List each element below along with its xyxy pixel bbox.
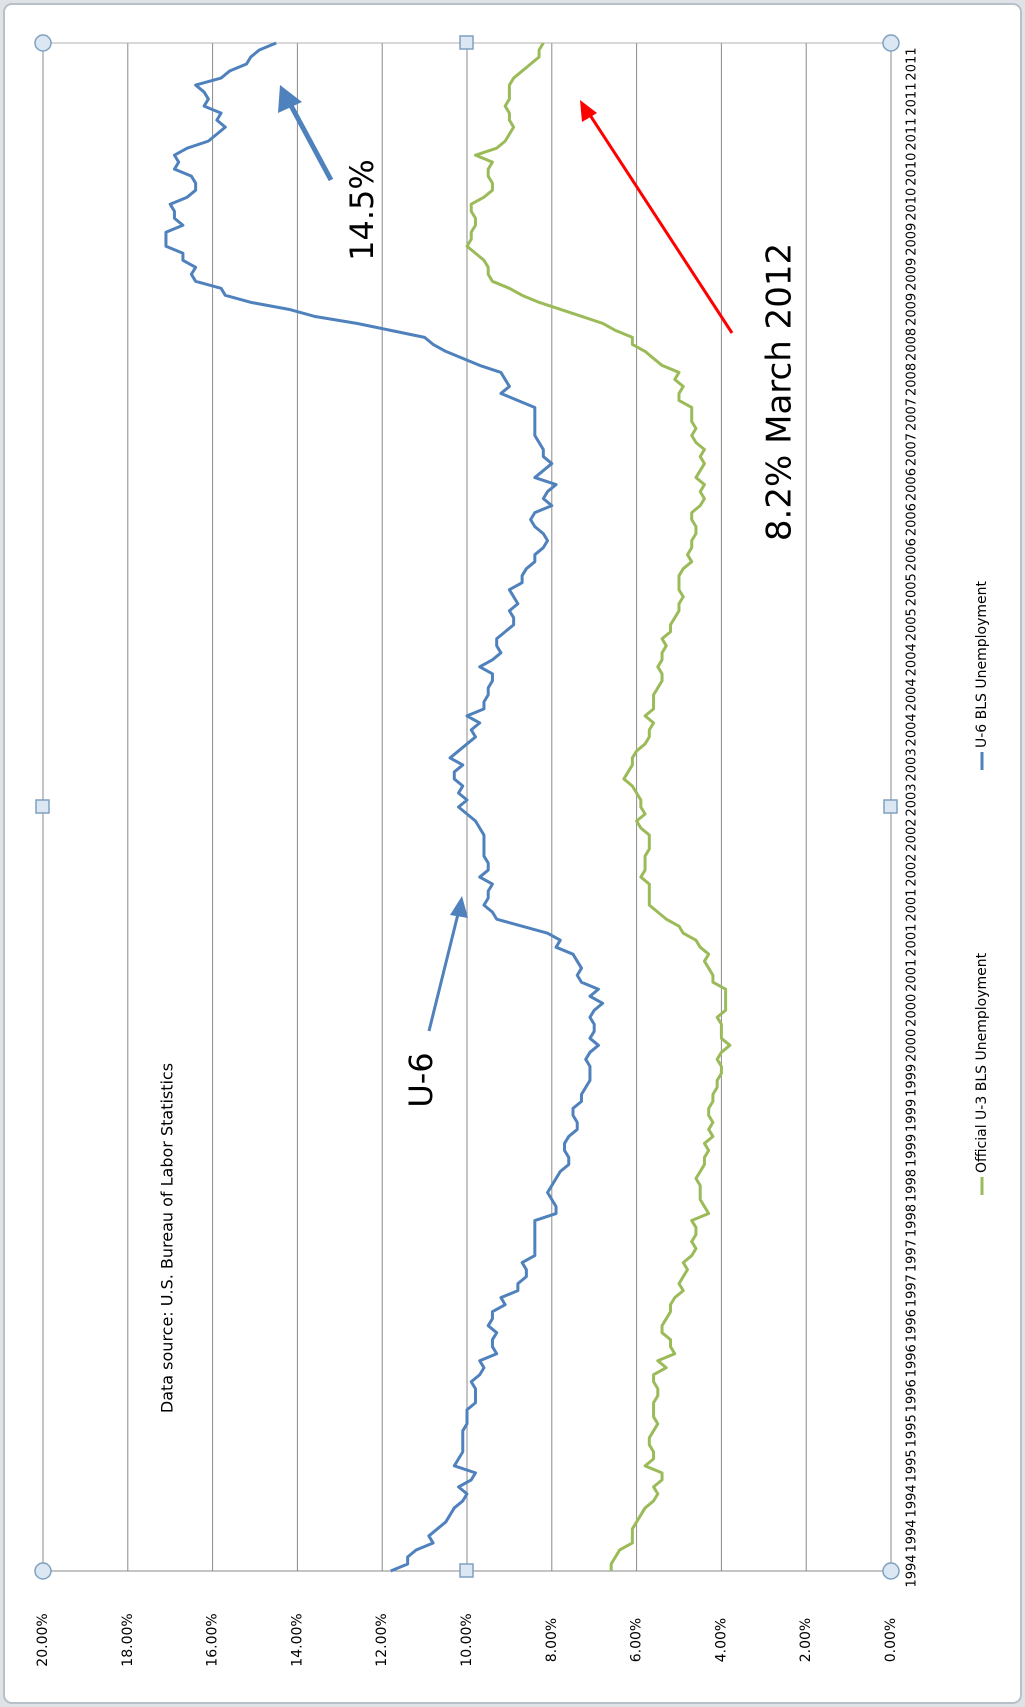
annotation: 14.5% — [343, 159, 381, 261]
x-tick-label: 2006 — [905, 538, 920, 571]
x-tick-label: 2002 — [905, 854, 920, 887]
x-tick-label: 1999 — [905, 1099, 920, 1132]
x-tick-label: 2005 — [905, 608, 920, 641]
x-tick-label: 2011 — [905, 47, 920, 80]
arrow — [586, 111, 734, 334]
y-tick-label: 6.00% — [629, 1618, 645, 1662]
x-tick-label: 2007 — [905, 433, 920, 466]
series-line — [465, 42, 732, 1571]
x-tick-label: 1994 — [905, 1519, 920, 1552]
x-tick-label: 2002 — [905, 818, 920, 851]
handle — [882, 34, 900, 52]
x-tick-label: 2004 — [905, 713, 920, 746]
source-note: Data source: U.S. Bureau of Labor Statis… — [158, 1063, 177, 1413]
x-tick-label: 1996 — [905, 1309, 920, 1342]
x-tick-label: 2001 — [905, 889, 920, 922]
handles — [34, 34, 900, 1580]
x-tick-label: 2010 — [905, 153, 920, 186]
handle — [883, 799, 898, 814]
x-tick-label: 2011 — [905, 118, 920, 151]
x-tick-label: 2000 — [905, 1029, 920, 1062]
x-tick-label: 2009 — [905, 258, 920, 291]
annotation: U-6 — [402, 1052, 440, 1107]
y-tick-label: 16.00% — [205, 1613, 221, 1666]
x-tick-label: 2005 — [905, 573, 920, 606]
handle — [459, 35, 474, 50]
x-tick-label: 1995 — [905, 1414, 920, 1447]
legend-label: U-6 BLS Unemployment — [974, 580, 990, 748]
x-tick-label: 1999 — [905, 1064, 920, 1097]
x-tick-label: 2009 — [905, 293, 920, 326]
arrowhead — [450, 896, 468, 918]
handle — [34, 1562, 52, 1580]
labels: 0.00% 2.00% 4.00% 6.00% 8.00% 10.00% 12.00% 14.… — [35, 47, 990, 1666]
x-tick-label: 2006 — [905, 503, 920, 536]
arrowhead — [580, 100, 597, 122]
x-tick-label: 2003 — [905, 748, 920, 781]
annotations: Data source: U.S. Bureau of Labor Statis… — [158, 159, 800, 1413]
y-tick-label: 18.00% — [120, 1613, 136, 1666]
handle — [882, 1562, 900, 1580]
x-tick-label: 2007 — [905, 398, 920, 431]
x-tick-label: 1998 — [905, 1169, 920, 1202]
y-tick-label: 20.00% — [35, 1613, 51, 1666]
x-tick-label: 2009 — [905, 223, 920, 256]
y-tick-label: 8.00% — [544, 1618, 560, 1662]
arrows — [278, 85, 734, 1032]
arrow — [427, 909, 461, 1032]
x-tick-label: 2003 — [905, 783, 920, 816]
y-tick-label: 10.00% — [459, 1613, 475, 1666]
annotation: 8.2% March 2012 — [760, 243, 800, 541]
x-tick-label: 1996 — [905, 1379, 920, 1412]
x-tick-label: 1994 — [905, 1554, 920, 1587]
handle — [35, 799, 50, 814]
y-tick-label: 2.00% — [798, 1618, 814, 1662]
x-tick-label: 2008 — [905, 363, 920, 396]
legend-label: Official U-3 BLS Unemployment — [974, 952, 990, 1173]
y-tick-label: 4.00% — [713, 1618, 729, 1662]
lines — [164, 41, 732, 1573]
x-tick-label: 2011 — [905, 83, 920, 116]
x-tick-label: 1997 — [905, 1239, 920, 1272]
x-tick-label: 1997 — [905, 1274, 920, 1307]
x-tick-label: 2004 — [905, 643, 920, 676]
x-tick-label: 1996 — [905, 1344, 920, 1377]
x-tick-label: 2006 — [905, 468, 920, 501]
x-tick-label: 2001 — [905, 959, 920, 992]
x-tick-label: 2004 — [905, 678, 920, 711]
x-tick-label: 2008 — [905, 328, 920, 361]
y-tick-label: 12.00% — [374, 1613, 390, 1666]
y-tick-label: 14.00% — [289, 1613, 305, 1666]
chart-frame — [3, 3, 1022, 1704]
arrowhead — [278, 85, 302, 113]
x-tick-label: 1999 — [905, 1134, 920, 1167]
x-tick-label: 1995 — [905, 1449, 920, 1482]
x-tick-label: 2000 — [905, 994, 920, 1027]
x-tick-label: 2010 — [905, 188, 920, 221]
handle — [34, 34, 52, 52]
handle — [459, 1563, 474, 1578]
x-tick-label: 1994 — [905, 1484, 920, 1517]
arrow — [285, 98, 334, 182]
x-tick-label: 2001 — [905, 924, 920, 957]
y-tick-label: 0.00% — [883, 1618, 899, 1662]
x-tick-label: 1998 — [905, 1204, 920, 1237]
series-line — [164, 41, 605, 1573]
